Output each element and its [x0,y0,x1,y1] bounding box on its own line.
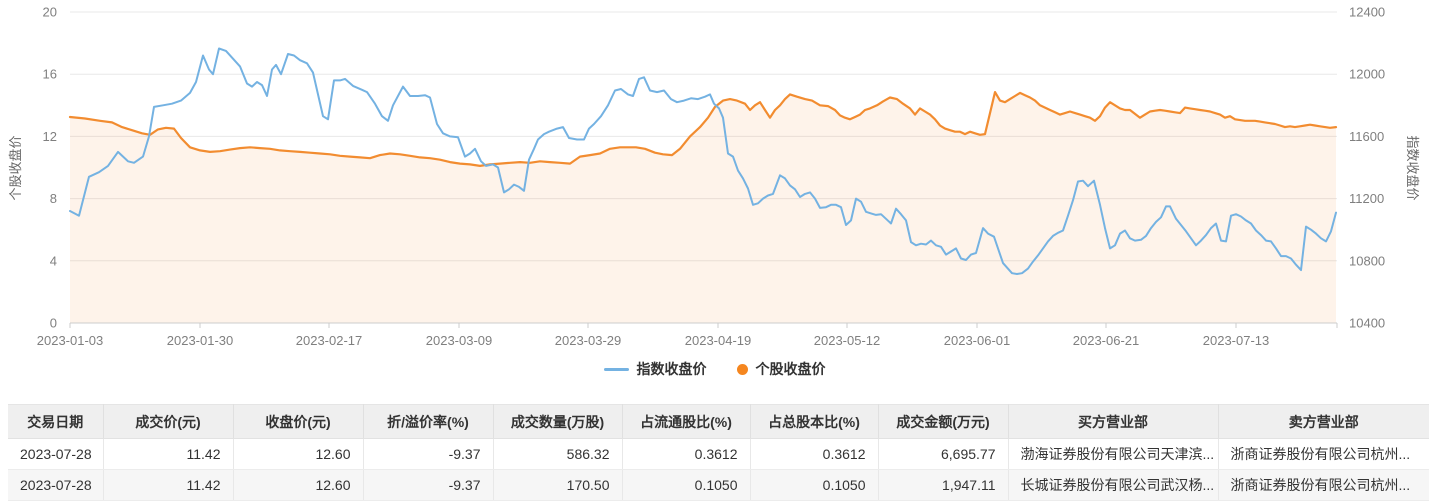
table-cell: 12.60 [233,438,364,470]
table-row: 2023-07-28 11.42 12.60 -9.37 170.50 0.1050 0.1… [8,469,1429,501]
table-cell: 0.3612 [622,438,751,470]
table-header-cell: 成交数量(万股) [493,404,623,439]
table-header-cell: 交易日期 [8,404,104,439]
y-left-tick-label: 16 [43,67,57,82]
table-header-cell: 占流通股比(%) [622,404,751,439]
y-left-tick-label: 20 [43,5,57,20]
y-right-tick-label: 11600 [1349,129,1384,144]
table-row: 2023-07-28 11.42 12.60 -9.37 586.32 0.3612 0.3… [8,438,1429,470]
trades-table: 交易日期 成交价(元) 收盘价(元) 折/溢价率(%) 成交数量(万股) 占流通股比(%)… [8,404,1429,501]
table-header-cell: 卖方营业部 [1218,404,1429,439]
x-tick-label: 2023-01-03 [37,333,104,348]
legend-item-index-close[interactable]: 指数收盘价 [603,359,707,379]
table-cell: 长城证券股份有限公司武汉杨... [1008,469,1219,501]
table-cell: 0.1050 [622,469,751,501]
price-index-chart[interactable]: 2023-01-03 2023-01-30 2023-02-17 2023-03-09… [0,0,1429,404]
legend-label: 指数收盘价 [636,361,707,377]
table-cell: -9.37 [363,469,494,501]
legend-item-stock-close[interactable]: 个股收盘价 [736,359,826,379]
table-cell: 2023-07-28 [8,438,104,470]
x-tick-label: 2023-07-13 [1203,333,1270,348]
x-tick-label: 2023-04-19 [685,333,752,348]
circle-marker-icon [736,363,748,375]
x-tick-label: 2023-06-21 [1073,333,1140,348]
y-right-tick-label: 10800 [1349,253,1385,268]
x-tick-label: 2023-02-17 [296,333,363,348]
table-header-cell: 占总股本比(%) [750,404,879,439]
table-header-row: 交易日期 成交价(元) 收盘价(元) 折/溢价率(%) 成交数量(万股) 占流通股比(%)… [8,404,1429,439]
line-marker-icon [603,367,629,371]
table-cell: 渤海证券股份有限公司天津滨... [1008,438,1219,470]
table-header-cell: 折/溢价率(%) [363,404,494,439]
chart-canvas[interactable]: 2023-01-03 2023-01-30 2023-02-17 2023-03-09… [0,0,1429,404]
stock-close-line [68,90,1338,167]
chart-legend: 指数收盘价 个股收盘价 [0,356,1429,382]
table-cell: 170.50 [493,469,623,501]
x-tick-label: 2023-03-29 [555,333,622,348]
y-left-tick-label: 8 [50,191,57,206]
table-cell: -9.37 [363,438,494,470]
index-close-line [69,47,1337,275]
table-cell: 6,695.77 [878,438,1009,470]
table-cell: 586.32 [493,438,623,470]
y-right-tick-label: 12000 [1349,67,1385,82]
legend-label: 个股收盘价 [755,361,826,377]
table-cell: 2023-07-28 [8,469,104,501]
table-cell: 浙商证券股份有限公司杭州... [1218,438,1429,470]
table-cell: 0.3612 [750,438,879,470]
table-header-cell: 成交价(元) [103,404,234,439]
table-header-cell: 成交金额(万元) [878,404,1009,439]
table-header-cell: 收盘价(元) [233,404,364,439]
x-tick-label: 2023-06-01 [944,333,1011,348]
y-right-tick-label: 11200 [1349,191,1384,206]
y-left-tick-label: 12 [43,129,57,144]
y-right-tick-label: 10400 [1349,316,1385,331]
table-header-cell: 买方营业部 [1008,404,1219,439]
table-cell: 11.42 [103,438,234,470]
left-axis-title: 个股收盘价 [8,135,23,200]
y-right-tick-label: 12400 [1349,5,1385,20]
y-left-tick-label: 0 [50,316,57,331]
x-tick-label: 2023-05-12 [814,333,881,348]
right-axis-title: 指数收盘价 [1405,135,1420,200]
table-cell: 0.1050 [750,469,879,501]
x-tick-label: 2023-03-09 [426,333,493,348]
stock-area-fill [70,92,1336,323]
x-tick-label: 2023-01-30 [167,333,234,348]
y-left-tick-label: 4 [50,253,57,268]
table-cell: 浙商证券股份有限公司杭州... [1218,469,1429,501]
table-cell: 11.42 [103,469,234,501]
table-cell: 12.60 [233,469,364,501]
table-cell: 1,947.11 [878,469,1009,501]
